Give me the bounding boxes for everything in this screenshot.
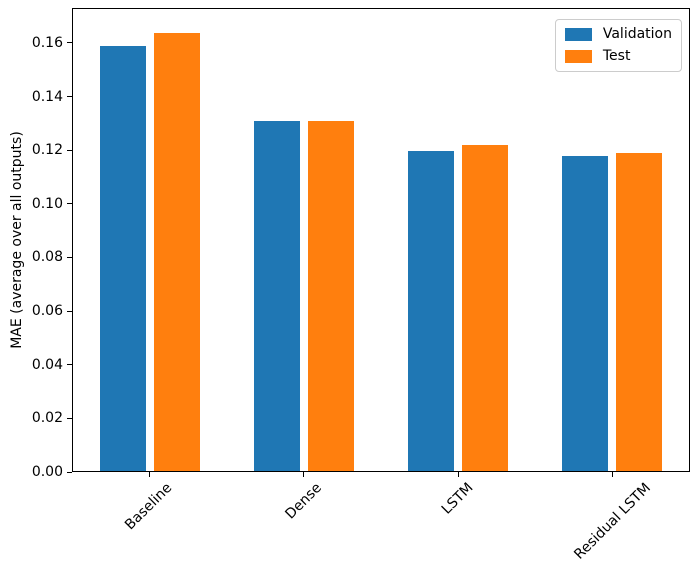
y-tick-mark: [67, 96, 72, 97]
plot-area: Validation Test: [72, 8, 690, 472]
x-tick-label-baseline: Baseline: [122, 479, 176, 534]
x-tick-label-dense: Dense: [282, 479, 325, 523]
legend: Validation Test: [554, 19, 682, 72]
bar-validation-dense: [253, 121, 301, 471]
x-tick-label-residual-lstm: Residual LSTM: [571, 480, 654, 563]
bar-test-lstm: [461, 145, 509, 471]
x-tick-mark: [457, 472, 459, 477]
y-tick-mark: [67, 256, 72, 258]
y-tick-label: 0.16: [31, 34, 63, 51]
y-tick-label: 0.12: [31, 142, 63, 159]
y-tick-mark: [67, 364, 72, 366]
legend-label: Test: [602, 48, 631, 64]
y-tick-label: 0.02: [31, 410, 63, 427]
y-tick-label: 0.00: [31, 464, 63, 480]
y-tick-mark: [67, 417, 72, 419]
bar-validation-residual-lstm: [561, 155, 609, 471]
x-tick-mark: [303, 472, 305, 477]
legend-entry-test: Test: [564, 48, 672, 64]
legend-swatch-icon: [564, 28, 592, 41]
y-tick-mark: [67, 42, 72, 44]
y-tick-label: 0.08: [31, 249, 63, 266]
bar-validation-lstm: [407, 150, 455, 471]
bar-test-residual-lstm: [615, 153, 663, 471]
y-tick-label: 0.06: [31, 303, 63, 320]
y-tick-label: 0.04: [31, 356, 63, 373]
legend-label: Validation: [602, 26, 672, 42]
x-tick-mark: [612, 472, 614, 477]
y-tick-mark: [67, 149, 72, 151]
y-tick-mark: [67, 203, 72, 205]
legend-entry-validation: Validation: [564, 26, 672, 42]
y-tick-label: 0.10: [31, 195, 63, 212]
x-tick-label-lstm: LSTM: [439, 479, 477, 518]
y-tick-label: 0.14: [31, 88, 63, 105]
y-tick-mark: [67, 471, 72, 473]
legend-swatch-icon: [564, 50, 592, 63]
bar-test-baseline: [153, 33, 201, 471]
x-tick-mark: [148, 472, 150, 477]
bar-validation-baseline: [99, 46, 147, 471]
bar-test-dense: [307, 121, 355, 471]
y-tick-mark: [67, 310, 72, 312]
